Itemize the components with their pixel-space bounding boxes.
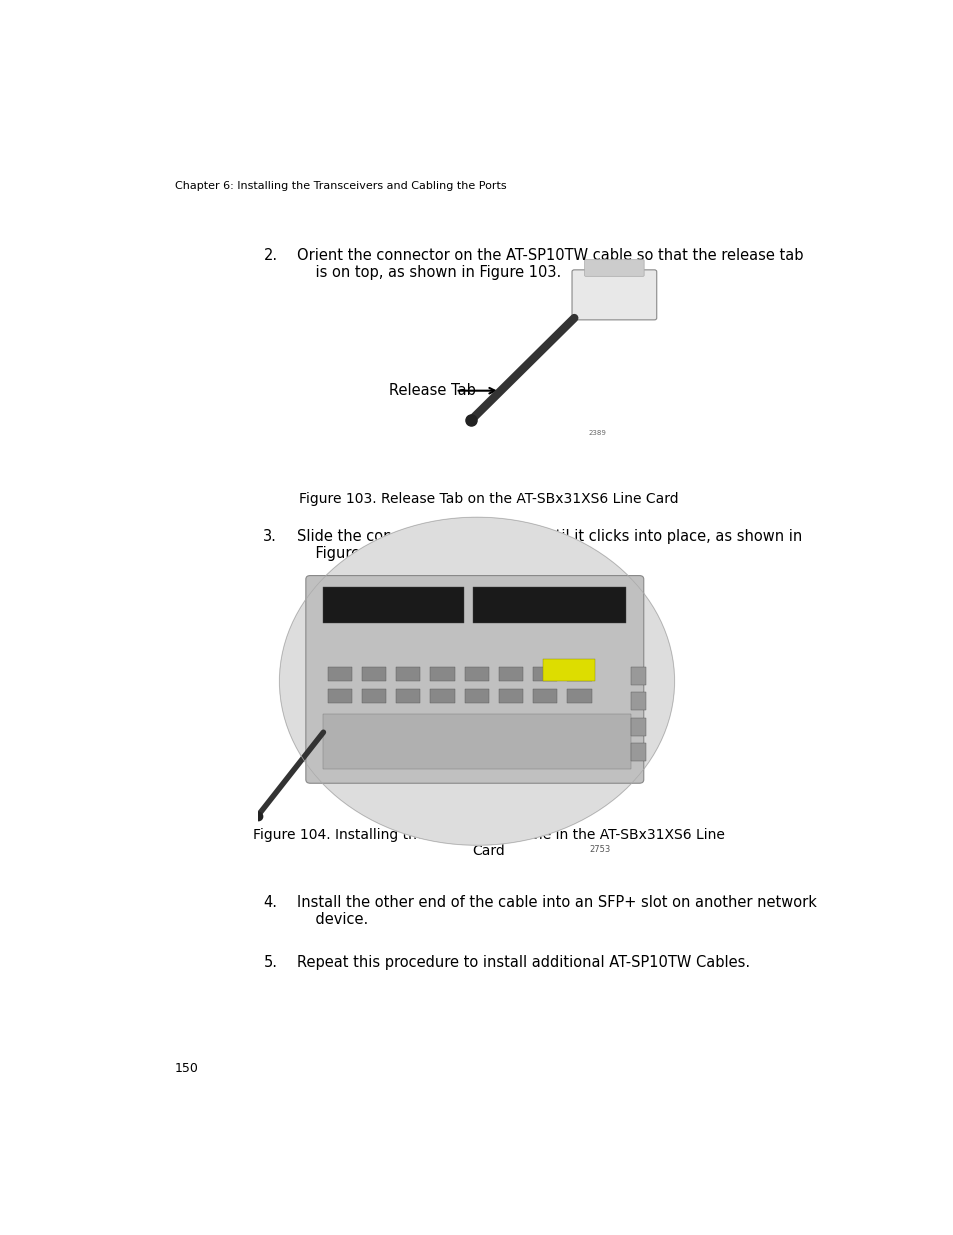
Text: Figure 104. Installing the AT-SP10TW Cable in the AT-SBx31XS6 Line
Card: Figure 104. Installing the AT-SP10TW Cab… [253,829,724,858]
Bar [472,587,625,622]
Text: Figure 103. Release Tab on the AT-SBx31XS6 Line Card: Figure 103. Release Tab on the AT-SBx31X… [299,493,678,506]
Bar [533,667,557,682]
Bar [630,692,645,710]
Bar [464,689,488,703]
Bar [323,587,463,622]
Bar [630,743,645,761]
Bar [361,689,386,703]
Bar [361,667,386,682]
FancyBboxPatch shape [572,269,656,320]
Text: Repeat this procedure to install additional AT-SP10TW Cables.: Repeat this procedure to install additio… [296,955,749,969]
Bar [533,689,557,703]
Bar [430,689,455,703]
Text: 4.: 4. [263,894,277,910]
Bar [430,667,455,682]
Text: 2.: 2. [263,248,277,263]
Text: 3.: 3. [263,529,277,543]
FancyBboxPatch shape [584,259,643,277]
Bar [630,667,645,685]
Bar [328,689,352,703]
Circle shape [279,517,674,845]
Bar [395,689,420,703]
Bar [542,659,595,682]
Bar [323,714,630,768]
Text: 2753: 2753 [589,846,610,855]
Bar [395,667,420,682]
Text: Chapter 6: Installing the Transceivers and Cabling the Ports: Chapter 6: Installing the Transceivers a… [174,182,506,191]
Bar [630,718,645,736]
Bar [498,689,522,703]
Bar [464,667,488,682]
Bar [567,689,591,703]
Bar [498,667,522,682]
FancyBboxPatch shape [306,576,643,783]
Text: Install the other end of the cable into an SFP+ slot on another network
    devi: Install the other end of the cable into … [296,894,816,927]
Text: Orient the connector on the AT-SP10TW cable so that the release tab
    is on to: Orient the connector on the AT-SP10TW ca… [296,248,802,280]
Bar [567,667,591,682]
Text: 2389: 2389 [588,430,605,436]
Text: Slide the connector into the slot until it clicks into place, as shown in
    Fi: Slide the connector into the slot until … [296,529,801,561]
Text: Release Tab: Release Tab [389,383,476,398]
Text: 150: 150 [174,1062,198,1076]
Bar [328,667,352,682]
Text: 5.: 5. [263,955,277,969]
